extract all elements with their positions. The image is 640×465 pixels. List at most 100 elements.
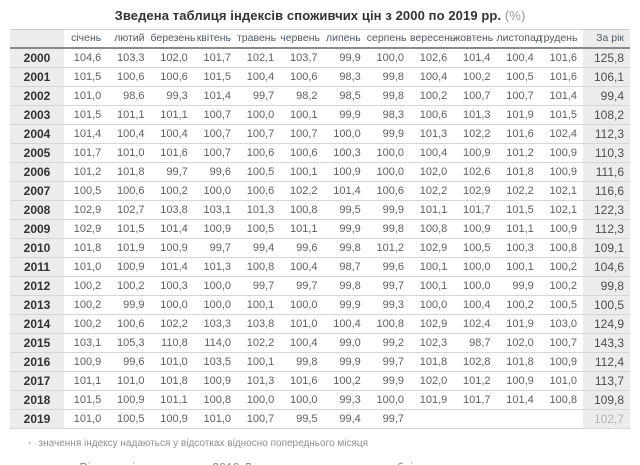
year-total-value: 110,3 [583, 143, 630, 163]
cpi-value: 101,8 [496, 162, 540, 182]
title-suffix: (%) [504, 8, 526, 23]
cpi-value: 100,1 [237, 295, 281, 315]
cpi-value: 99,9 [323, 219, 367, 239]
circle-bullet-icon [28, 438, 39, 449]
year-total-value: 108,2 [583, 105, 630, 125]
note-september-unpublished: Відомості за вересень 2019 Держкомстатом… [68, 461, 640, 465]
cpi-value: 100,9 [150, 409, 194, 429]
cpi-value: 101,4 [193, 86, 237, 106]
cpi-value: 101,2 [366, 238, 410, 258]
cpi-value: 99,9 [323, 48, 367, 68]
cpi-value: 99,8 [323, 238, 367, 258]
cpi-value: 101,1 [150, 105, 194, 125]
cpi-value: 102,6 [453, 162, 497, 182]
cpi-value: 99,4 [237, 238, 281, 258]
table-row: 2011 101,0 100,9 101,4 101,3 100,8 100,4 98,7 99… [10, 257, 630, 277]
cpi-value: 100,9 [150, 238, 194, 258]
cpi-value: 100,4 [410, 67, 454, 87]
year-label: 2010 [10, 238, 64, 258]
cpi-value: 102,9 [410, 238, 454, 258]
cpi-value: 100,7 [496, 86, 540, 106]
cpi-value: 101,3 [193, 257, 237, 277]
cpi-value: 102,1 [237, 48, 281, 68]
cpi-value: 100,9 [539, 143, 583, 163]
table-row: 2005 101,7 101,0 101,6 100,7 100,6 100,6 100,3 1… [10, 143, 630, 163]
circle-bullet-icon [68, 461, 79, 465]
cpi-value: 100,2 [539, 257, 583, 277]
cpi-value: 101,4 [323, 181, 367, 201]
cpi-value: 101,0 [64, 257, 108, 277]
cpi-value: 100,0 [453, 276, 497, 296]
cpi-value: 99,5 [280, 409, 324, 429]
cpi-value: 100,9 [323, 162, 367, 182]
year-total-value: 106,1 [583, 67, 630, 87]
cpi-value: 99,8 [280, 352, 324, 372]
note-month-basis: значення індексу надаються у відсотках в… [28, 438, 640, 450]
month-header: березень [150, 29, 196, 49]
cpi-value: 100,9 [539, 162, 583, 182]
cpi-value: 100,9 [539, 352, 583, 372]
cpi-value: 101,9 [496, 314, 540, 334]
cpi-value: 101,4 [64, 124, 108, 144]
cpi-value [453, 409, 497, 429]
cpi-value: 101,9 [107, 238, 151, 258]
cpi-value: 102,0 [496, 333, 540, 353]
cpi-value: 100,0 [366, 390, 410, 410]
table-row: 2002 101,0 98,6 99,3 101,4 99,7 98,2 98,5 99,8 10… [10, 86, 630, 106]
year-total-value: 112,4 [583, 352, 630, 372]
cpi-value: 101,6 [150, 143, 194, 163]
cpi-value: 100,7 [453, 86, 497, 106]
cpi-value: 103,3 [193, 314, 237, 334]
cpi-value: 101,6 [280, 371, 324, 391]
cpi-value: 99,4 [323, 409, 367, 429]
cpi-value: 100,9 [107, 390, 151, 410]
cpi-value: 100,6 [280, 67, 324, 87]
cpi-value: 99,7 [237, 86, 281, 106]
cpi-value: 101,1 [150, 390, 194, 410]
cpi-value: 101,3 [237, 200, 281, 220]
footnotes: значення індексу надаються у відсотках в… [28, 438, 640, 465]
year-total-header: За рік [583, 29, 630, 49]
cpi-value: 100,2 [64, 295, 108, 315]
cpi-value: 99,7 [366, 276, 410, 296]
cpi-value: 99,7 [193, 238, 237, 258]
cpi-value: 100,2 [539, 276, 583, 296]
cpi-value: 102,4 [539, 124, 583, 144]
cpi-value: 101,8 [410, 352, 454, 372]
cpi-value: 100,1 [280, 162, 324, 182]
cpi-value: 99,6 [107, 352, 151, 372]
year-label: 2003 [10, 105, 64, 125]
cpi-value: 100,9 [193, 219, 237, 239]
cpi-value: 103,8 [237, 314, 281, 334]
cpi-value: 99,2 [366, 333, 410, 353]
cpi-value: 99,6 [280, 238, 324, 258]
cpi-value: 101,1 [410, 200, 454, 220]
cpi-value: 100,0 [366, 143, 410, 163]
table-row: 2010 101,8 101,9 100,9 99,7 99,4 99,6 99,8 101,2… [10, 238, 630, 258]
cpi-value: 101,8 [107, 162, 151, 182]
cpi-value: 101,8 [496, 352, 540, 372]
year-label: 2009 [10, 219, 64, 239]
table-row: 2017 101,1 101,0 101,8 100,9 101,3 101,6 100,2 9… [10, 371, 630, 391]
cpi-value: 99,3 [323, 390, 367, 410]
cpi-value [496, 409, 540, 429]
cpi-value: 99,9 [366, 371, 410, 391]
cpi-value: 100,7 [280, 124, 324, 144]
year-label: 2005 [10, 143, 64, 163]
table-row: 2018 101,5 100,9 101,1 100,8 100,0 100,0 99,3 10… [10, 390, 630, 410]
cpi-value: 100,5 [64, 181, 108, 201]
cpi-value: 101,4 [496, 390, 540, 410]
cpi-value: 102,2 [496, 181, 540, 201]
cpi-value: 101,4 [453, 48, 497, 68]
cpi-value: 102,9 [64, 200, 108, 220]
cpi-value: 101,7 [453, 390, 497, 410]
cpi-value: 100,8 [366, 314, 410, 334]
cpi-value: 102,0 [410, 371, 454, 391]
cpi-value: 102,1 [539, 200, 583, 220]
cpi-value: 100,0 [280, 390, 324, 410]
month-header: серпень [366, 29, 410, 49]
cpi-value: 102,0 [410, 162, 454, 182]
cpi-value: 101,9 [496, 105, 540, 125]
year-total-value: 100,5 [583, 295, 630, 315]
cpi-value: 100,9 [453, 219, 497, 239]
